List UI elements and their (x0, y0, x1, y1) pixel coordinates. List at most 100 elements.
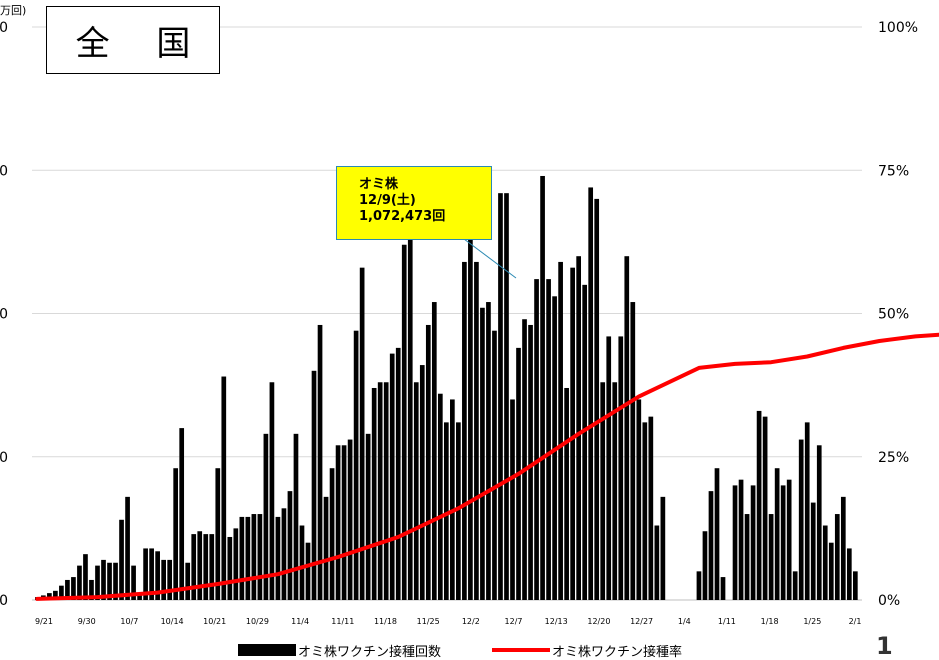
bar (708, 491, 714, 600)
bar (846, 548, 852, 600)
bar (498, 193, 503, 601)
bar (317, 324, 323, 600)
callout-line-3: 1,072,473回 (359, 209, 446, 224)
x-tick-label: 11/11 (331, 617, 354, 626)
peak-callout: オミ株 12/9(土) 1,072,473回 (336, 166, 492, 240)
bar (233, 528, 239, 601)
bar (59, 585, 64, 600)
bar (383, 382, 389, 600)
bar (756, 410, 762, 600)
bar (654, 525, 660, 600)
bar (347, 439, 353, 600)
callout-line-1: オミ株 (359, 177, 399, 192)
legend-item-bars: オミ株ワクチン接種回数 (238, 640, 441, 660)
bar (714, 468, 720, 600)
bar (462, 261, 467, 600)
x-tick-label: 1/11 (718, 617, 736, 626)
x-tick-label: 10/21 (203, 617, 226, 626)
bar (528, 324, 533, 600)
bar (624, 256, 630, 600)
bar (95, 565, 100, 600)
x-tick-label: 12/27 (630, 617, 653, 626)
bar (359, 267, 365, 600)
bar (371, 387, 377, 600)
bar (113, 562, 118, 600)
bar (167, 559, 173, 600)
x-tick-label: 1/25 (803, 617, 821, 626)
right-tick-label: 50% (878, 307, 909, 323)
bar (450, 399, 455, 600)
legend-line-label: オミ株ワクチン接種率 (552, 644, 683, 660)
bar (395, 347, 401, 600)
bar (774, 468, 780, 600)
bar (744, 514, 750, 600)
bar (648, 416, 654, 600)
bar (287, 491, 293, 600)
bar (570, 267, 575, 600)
bar (425, 324, 431, 600)
bar (768, 514, 774, 600)
bar (618, 336, 624, 600)
bar (329, 468, 335, 600)
bar (780, 485, 786, 600)
bar (269, 382, 275, 600)
bar (377, 382, 383, 600)
bar (245, 516, 251, 600)
bar (365, 433, 371, 600)
bar (161, 559, 166, 600)
bar (137, 594, 142, 600)
callout-leader (459, 235, 517, 279)
bar (293, 433, 299, 600)
bar (191, 534, 197, 600)
x-tick-label: 1/4 (678, 617, 691, 626)
bar (630, 302, 636, 600)
left-axis-unit: 万回) (0, 4, 27, 17)
bar (642, 422, 648, 600)
bar (203, 534, 209, 600)
legend-bar-swatch (238, 644, 296, 656)
bar (311, 370, 317, 600)
bar (143, 548, 148, 600)
bar (149, 548, 154, 600)
left-tick-label: 0 (0, 20, 8, 36)
bar (155, 551, 160, 600)
bar (251, 514, 257, 600)
bar (443, 422, 449, 600)
bar (798, 439, 804, 600)
bar (185, 562, 191, 600)
x-tick-label: 9/21 (35, 617, 53, 626)
bar (636, 399, 642, 600)
bar (738, 479, 744, 600)
bar (197, 531, 203, 600)
bar (305, 542, 311, 600)
legend-line-swatch (492, 648, 550, 652)
bar (77, 565, 82, 600)
x-tick-label: 10/14 (161, 617, 184, 626)
legend-bars-label: オミ株ワクチン接種回数 (298, 644, 442, 660)
bar (510, 399, 515, 600)
bar (474, 261, 479, 600)
bar (107, 562, 112, 600)
bar (558, 261, 563, 600)
bar (89, 579, 94, 600)
bar (720, 577, 726, 600)
left-tick-label: 0 (0, 163, 8, 179)
bar (71, 577, 76, 600)
bar (215, 468, 221, 600)
page-title: 全 国 (46, 6, 220, 74)
bar (341, 445, 347, 600)
bar (227, 536, 233, 600)
bar (852, 571, 858, 600)
bar (407, 221, 413, 600)
bar (131, 565, 136, 600)
bar (480, 307, 485, 600)
right-tick-label: 0% (878, 593, 900, 609)
bar (53, 590, 58, 600)
bar (239, 516, 245, 600)
bar (179, 428, 185, 600)
rate-line (35, 332, 939, 601)
bar (834, 514, 840, 600)
bar (822, 525, 828, 600)
bar (540, 175, 545, 601)
